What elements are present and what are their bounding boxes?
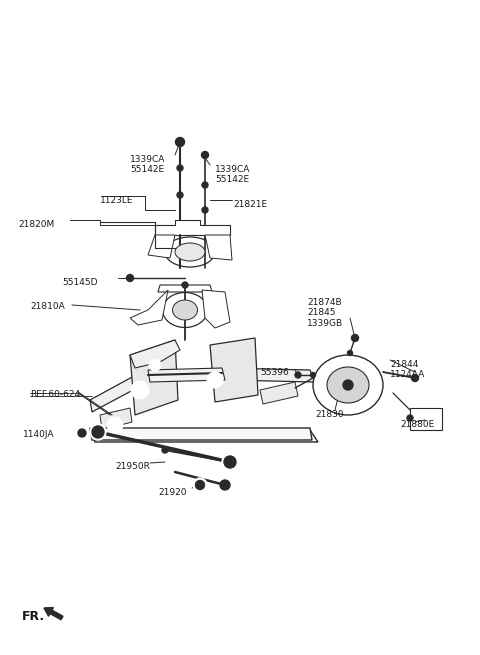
- Circle shape: [202, 182, 208, 188]
- Ellipse shape: [327, 367, 369, 403]
- Circle shape: [107, 417, 123, 433]
- Circle shape: [220, 480, 230, 490]
- Polygon shape: [90, 430, 318, 442]
- Text: REF.60-624: REF.60-624: [30, 390, 80, 399]
- Circle shape: [411, 375, 419, 381]
- Polygon shape: [155, 220, 230, 235]
- Circle shape: [92, 426, 104, 438]
- Text: 21821E: 21821E: [233, 200, 267, 209]
- Circle shape: [194, 352, 206, 364]
- Text: 21950R: 21950R: [115, 462, 150, 471]
- Circle shape: [90, 424, 106, 440]
- Circle shape: [202, 207, 208, 213]
- Text: FR.: FR.: [22, 610, 45, 623]
- Polygon shape: [130, 340, 178, 415]
- Circle shape: [224, 456, 236, 468]
- Circle shape: [348, 350, 352, 356]
- Text: 1140JA: 1140JA: [23, 430, 55, 439]
- Circle shape: [127, 274, 133, 282]
- Text: 21844
1124AA: 21844 1124AA: [390, 360, 425, 379]
- Text: 1123LE: 1123LE: [100, 196, 133, 205]
- Polygon shape: [260, 382, 298, 404]
- Text: 1339CA
55142E: 1339CA 55142E: [130, 155, 166, 174]
- Text: 21830: 21830: [315, 410, 344, 419]
- Circle shape: [207, 372, 223, 388]
- Polygon shape: [220, 368, 315, 382]
- Circle shape: [131, 381, 149, 399]
- Circle shape: [273, 403, 287, 417]
- Polygon shape: [90, 370, 148, 412]
- Circle shape: [182, 282, 188, 288]
- Circle shape: [195, 481, 204, 489]
- Text: 21874B
21845
1339GB: 21874B 21845 1339GB: [307, 298, 343, 328]
- Polygon shape: [130, 340, 180, 368]
- Circle shape: [177, 192, 183, 198]
- Ellipse shape: [165, 237, 215, 267]
- Circle shape: [295, 372, 301, 378]
- Text: 1339CA
55142E: 1339CA 55142E: [215, 165, 251, 185]
- Polygon shape: [202, 290, 230, 328]
- Circle shape: [343, 380, 353, 390]
- Circle shape: [202, 151, 208, 159]
- Circle shape: [407, 415, 413, 421]
- Circle shape: [162, 447, 168, 453]
- Circle shape: [75, 426, 89, 440]
- Circle shape: [351, 335, 359, 341]
- Bar: [410, 408, 442, 430]
- Text: 55145D: 55145D: [62, 278, 97, 287]
- Polygon shape: [210, 338, 258, 402]
- Text: 21920: 21920: [158, 488, 187, 497]
- Circle shape: [78, 429, 86, 437]
- Polygon shape: [100, 408, 132, 430]
- Ellipse shape: [175, 243, 205, 261]
- Ellipse shape: [313, 355, 383, 415]
- Polygon shape: [148, 235, 175, 258]
- Polygon shape: [148, 368, 225, 382]
- Ellipse shape: [172, 300, 197, 320]
- Ellipse shape: [163, 293, 207, 328]
- Circle shape: [222, 454, 238, 470]
- Polygon shape: [130, 290, 168, 325]
- Text: 21810A: 21810A: [30, 302, 65, 311]
- Circle shape: [149, 359, 161, 371]
- Text: 21820M: 21820M: [18, 220, 54, 229]
- Polygon shape: [90, 428, 312, 440]
- Polygon shape: [158, 285, 212, 292]
- Text: 55396: 55396: [260, 368, 289, 377]
- Polygon shape: [205, 235, 232, 260]
- Circle shape: [311, 373, 315, 377]
- Text: 21880E: 21880E: [400, 420, 434, 429]
- Circle shape: [177, 165, 183, 171]
- FancyArrow shape: [44, 608, 63, 620]
- Circle shape: [176, 138, 184, 147]
- Circle shape: [193, 478, 207, 492]
